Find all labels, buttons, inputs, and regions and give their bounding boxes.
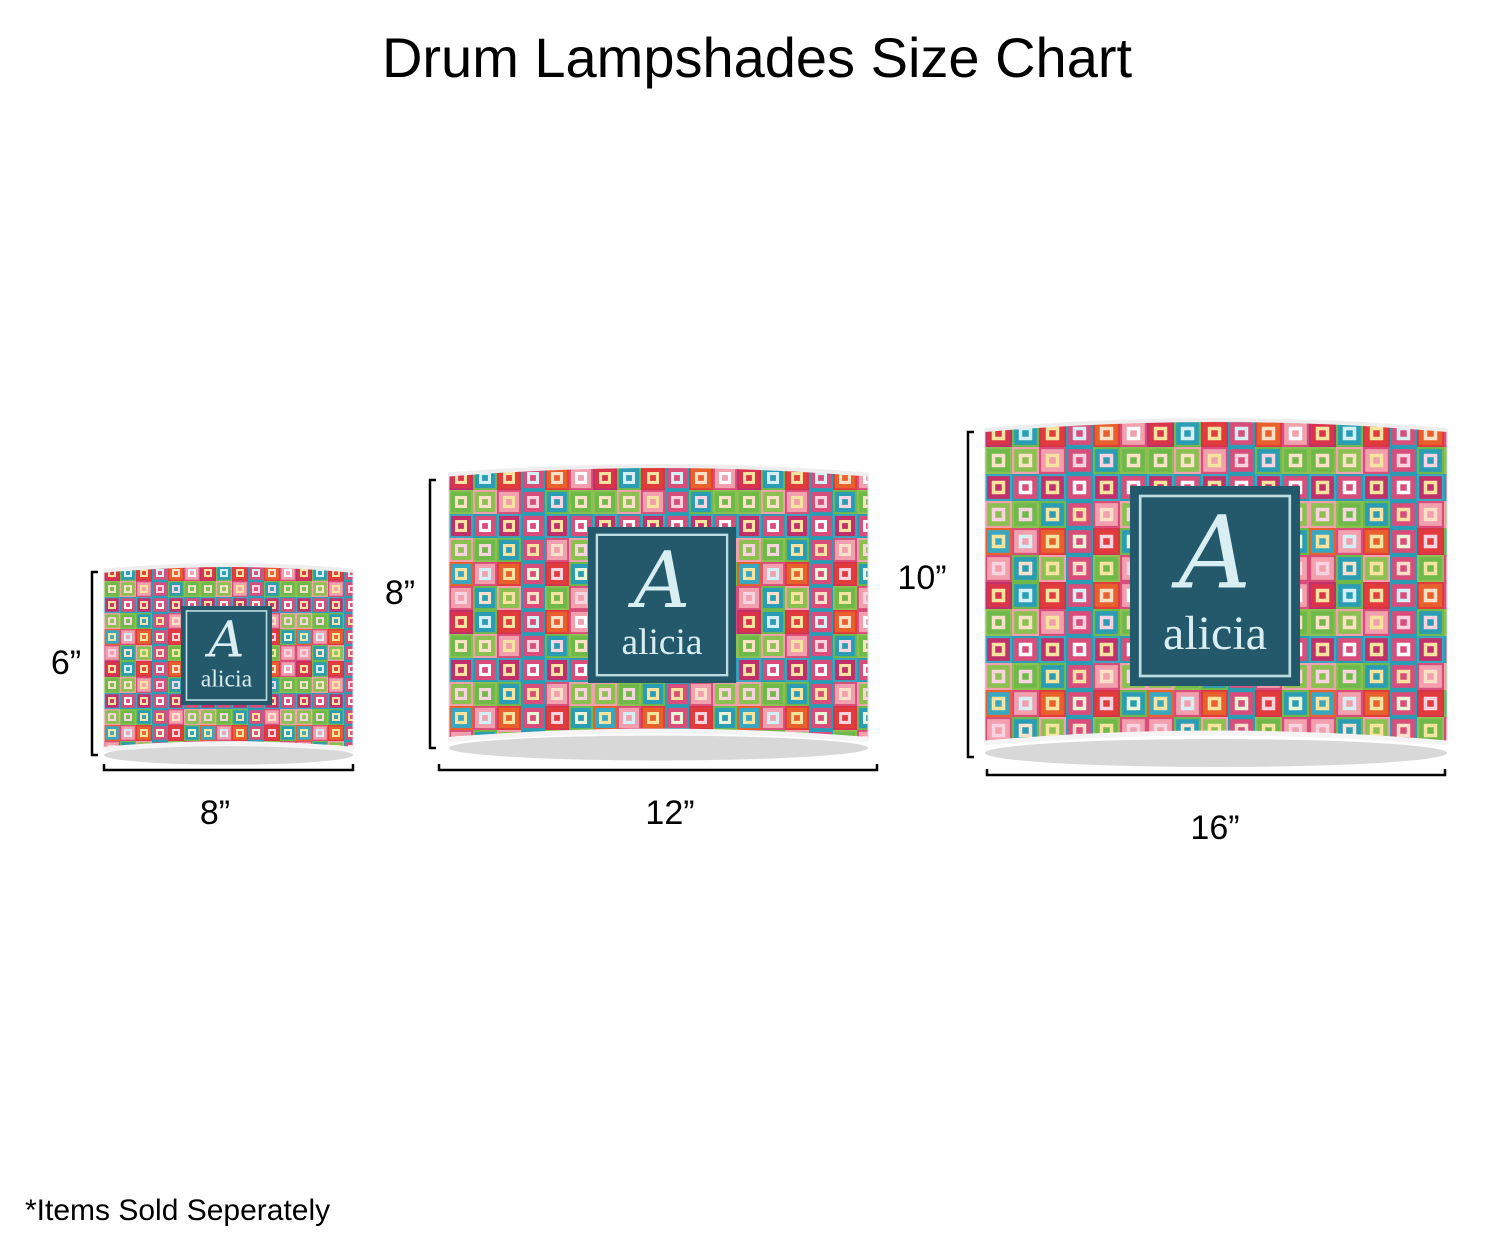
height-bracket [428,478,436,750]
monogram-frame [595,533,729,677]
top-rim [448,464,869,477]
bottom-rim [984,730,1448,746]
bottom-shadow [449,735,868,761]
monogram-frame [1138,494,1292,678]
bottom-shadow [104,745,353,765]
height-label: 8” [385,574,415,612]
bottom-shadow [985,739,1447,767]
width-label: 8” [200,794,230,832]
height-bracket [90,570,98,757]
height-label: 10” [897,559,946,597]
bottom-rim [103,741,354,752]
height-label: 6” [51,644,81,682]
width-label: 16” [1190,809,1239,847]
monogram-letter: A [1171,495,1251,612]
height-bracket [966,430,974,759]
width-bracket [102,764,355,772]
monogram-letter: A [205,611,245,669]
monogram-box [588,527,736,683]
monogram-box [181,606,272,705]
title: Drum Lampshades Size Chart [382,26,1133,89]
width-label: 12” [645,794,694,832]
footnote: *Items Sold Seperately [25,1194,330,1227]
width-bracket [437,764,879,772]
top-rim [103,563,354,573]
monogram-letter: A [628,536,690,626]
width-bracket [985,769,1447,777]
monogram-box [1130,486,1300,686]
top-rim [984,418,1448,432]
monogram-name: alicia [1163,607,1267,660]
monogram-frame [185,610,268,701]
monogram-name: alicia [621,622,702,663]
monogram-name: alicia [201,667,253,693]
bottom-rim [448,728,869,743]
